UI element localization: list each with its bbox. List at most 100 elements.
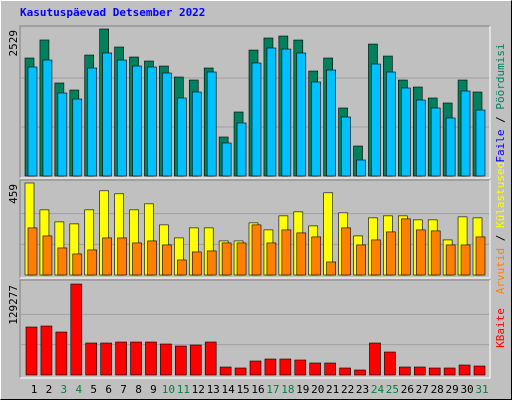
x-tick-label: 4 [75,383,82,396]
panel-bevel-dark [19,25,490,178]
bar [236,242,247,276]
bar [162,72,172,177]
bar [130,341,142,376]
bar [160,343,172,376]
bar [55,331,68,376]
x-tick-label: 6 [105,383,112,396]
bar [72,98,83,177]
x-tick-label: 20 [311,383,324,396]
bar [354,369,366,376]
bar [40,325,53,376]
bar [386,231,396,276]
bar [399,366,411,376]
bar [460,244,471,276]
bar [445,117,456,177]
x-tick-label: 27 [416,383,429,396]
legend-label: Faile [494,129,507,162]
y-tick-label: 459 [7,184,20,204]
bar [72,253,83,276]
x-tick-label: 2 [46,383,53,396]
x-tick-label: 8 [135,383,142,396]
bar [341,227,351,276]
bar [401,87,411,177]
x-tick-label: 3 [61,383,68,396]
legend-label: Arvutid [494,248,507,294]
bar [369,342,381,376]
bar [264,358,277,376]
legend-label: Külastused [494,162,507,228]
bar [428,367,441,376]
bar [324,362,336,376]
bar [294,359,307,376]
series-labels: KBaite [494,308,507,348]
bar [85,342,98,376]
bar [445,244,456,276]
bar [430,230,441,276]
x-tick-label: 9 [150,383,157,396]
x-tick-label: 11 [177,383,190,396]
bar [191,91,202,177]
bar [177,97,187,177]
x-tick-label: 21 [326,383,339,396]
bar [443,367,456,376]
bar [430,107,441,177]
bar [371,63,381,177]
bar [386,71,396,177]
x-tick-label: 31 [475,383,488,396]
bar [117,59,127,177]
legend-label: Pöördumisi [494,43,507,109]
x-tick-label: 25 [386,383,399,396]
x-tick-label: 29 [446,383,459,396]
x-tick-label: 10 [162,383,175,396]
bar [339,367,351,376]
bar [236,122,247,177]
bar [415,229,426,276]
x-tick-label: 15 [236,383,249,396]
x-tick-label: 5 [90,383,97,396]
bar [27,227,38,276]
bar [251,224,262,276]
bar [221,242,232,276]
bar [177,259,187,276]
x-tick-label: 14 [222,383,236,396]
bar [356,244,366,276]
bar [27,66,38,177]
bar [87,67,98,177]
bar [132,242,142,276]
x-tick-label: 28 [431,383,444,396]
bar [191,251,202,276]
bar [475,236,486,276]
series-labels: Faile / Pöördumisi [494,43,507,162]
bar [175,345,187,376]
bar [115,341,127,376]
bar [266,47,277,177]
y-tick-label: 129277 [7,285,20,325]
bar [475,109,486,177]
x-tick-label: 30 [460,383,473,396]
x-tick-label: 13 [207,383,220,396]
bar [100,342,112,376]
x-tick-label: 12 [192,383,205,396]
bar [25,326,38,376]
bar [296,232,307,276]
y-tick-label: 2529 [7,30,20,57]
bar [341,116,351,177]
bar [296,52,307,177]
legend-label: KBaite [494,308,507,348]
legend-separator: / [494,228,507,248]
bar [162,244,172,276]
bar [70,283,83,376]
bar [371,239,381,276]
bar [266,242,277,276]
bar [311,236,322,276]
bar [57,92,68,177]
bar [189,344,202,376]
bar [102,52,112,177]
bar [326,261,336,276]
x-tick-label: 22 [341,383,354,396]
panel-bevel-light [20,26,491,179]
bar [102,237,112,276]
panel-bevel-light [20,280,491,379]
x-tick-label: 24 [371,383,385,396]
